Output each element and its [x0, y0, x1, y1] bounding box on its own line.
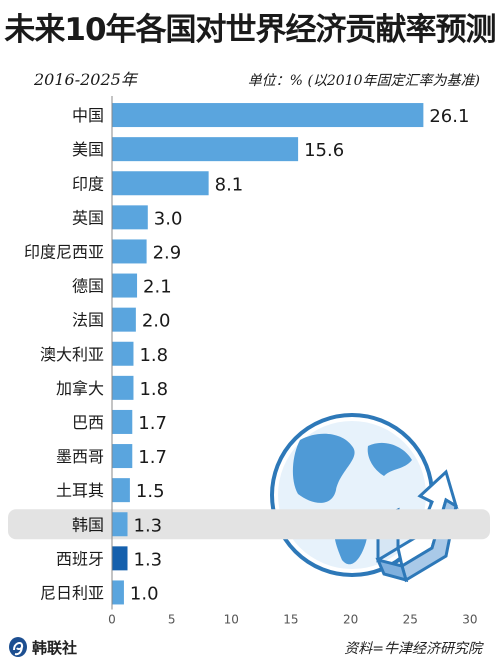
bar: [112, 273, 138, 298]
x-tick-label: 30: [462, 613, 477, 627]
value-label: 1.0: [130, 583, 159, 604]
category-label: 德国: [72, 277, 104, 296]
unit-label: 单位：% (以2010年固定汇率为基准): [247, 73, 480, 89]
category-label: 中国: [72, 106, 104, 125]
category-label: 印度尼西亚: [24, 242, 104, 261]
bar: [112, 239, 147, 264]
bar: [112, 409, 133, 434]
category-label: 加拿大: [56, 379, 104, 398]
x-tick-label: 25: [403, 613, 418, 627]
bar: [112, 478, 130, 503]
category-label: 巴西: [72, 413, 104, 432]
category-label: 澳大利亚: [40, 345, 104, 364]
value-label: 1.8: [139, 379, 168, 400]
category-label: 尼日利亚: [40, 583, 104, 602]
bar: [112, 103, 424, 128]
bar: [112, 137, 299, 162]
bar: [112, 580, 124, 605]
x-tick-label: 15: [283, 613, 298, 627]
source-label: 资料=牛津经济研究院: [344, 641, 482, 657]
value-label: 1.3: [134, 515, 163, 536]
value-label: 1.8: [139, 345, 168, 366]
bar: [112, 307, 136, 332]
category-label: 印度: [72, 174, 104, 193]
bar: [112, 341, 134, 366]
value-label: 8.1: [215, 174, 244, 195]
chart-title: 未来10年各国对世界经济贡献率预测: [4, 12, 496, 48]
category-label: 土耳其: [56, 481, 104, 500]
value-label: 2.1: [143, 277, 172, 298]
value-label: 1.7: [138, 413, 167, 434]
highlight-band: [8, 509, 490, 540]
x-tick-label: 10: [224, 613, 239, 627]
value-label: 2.9: [153, 242, 182, 263]
value-label: 3.0: [154, 208, 183, 229]
category-label: 西班牙: [56, 549, 104, 568]
x-tick-label: 0: [108, 613, 116, 627]
value-label: 15.6: [304, 140, 344, 161]
category-label: 美国: [72, 140, 104, 159]
bar: [112, 171, 209, 196]
x-tick-label: 5: [168, 613, 176, 627]
agency-logo: 韩联社: [8, 636, 77, 658]
bar: [112, 546, 128, 571]
agency-name: 韩联社: [32, 638, 78, 657]
x-tick-label: 20: [343, 613, 358, 627]
bar: [112, 205, 148, 230]
bar: [112, 375, 134, 400]
category-label: 法国: [72, 311, 104, 330]
bar: [112, 512, 128, 537]
value-label: 2.0: [142, 311, 171, 332]
globe-arrow-icon: [270, 413, 459, 583]
bar: [112, 444, 133, 469]
value-label: 1.7: [138, 447, 167, 468]
yonhap-logo-icon: [9, 637, 27, 657]
value-label: 1.5: [136, 481, 165, 502]
value-label: 1.3: [134, 549, 163, 570]
category-label: 英国: [72, 208, 104, 227]
category-label: 墨西哥: [56, 447, 104, 466]
period-label: 2016-2025年: [34, 70, 137, 89]
category-label: 韩国: [72, 515, 104, 534]
value-label: 26.1: [429, 106, 469, 127]
